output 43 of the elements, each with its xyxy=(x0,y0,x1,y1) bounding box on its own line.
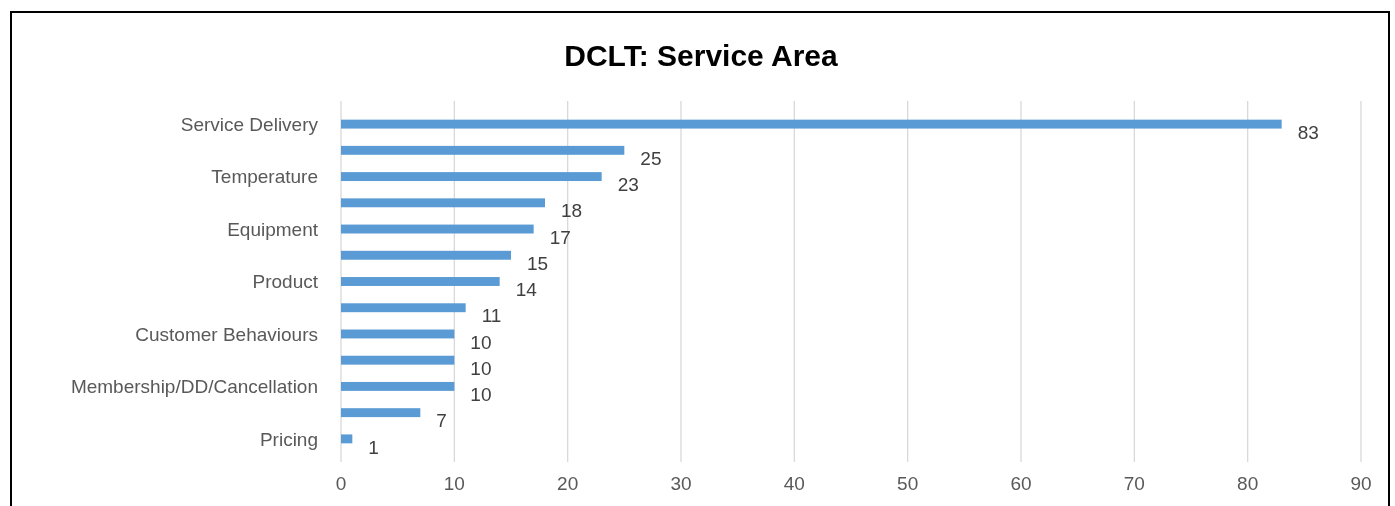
y-tick-label: Temperature xyxy=(211,166,318,188)
bar xyxy=(341,381,455,391)
data-label: 10 xyxy=(470,357,492,379)
bar xyxy=(341,250,511,260)
x-tick-label: 50 xyxy=(897,473,919,494)
x-tick-label: 70 xyxy=(1123,473,1145,494)
chart-title: DCLT: Service Area xyxy=(564,39,839,72)
x-tick-label: 60 xyxy=(1010,473,1032,494)
y-tick-label: Membership/DD/Cancellation xyxy=(70,376,318,398)
data-label: 17 xyxy=(549,226,571,248)
bar xyxy=(341,145,625,155)
data-label: 18 xyxy=(561,200,583,222)
data-label: 10 xyxy=(470,384,492,406)
y-tick-label: Equipment xyxy=(227,218,319,240)
x-tick-label: 0 xyxy=(335,473,347,494)
bar xyxy=(341,303,466,313)
bar xyxy=(341,198,545,208)
y-tick-label: Customer Behaviours xyxy=(135,323,318,345)
data-label: 14 xyxy=(515,279,538,301)
data-label: 10 xyxy=(470,331,492,353)
data-label: 11 xyxy=(481,305,502,327)
y-tick-label: Service Delivery xyxy=(180,113,319,135)
bar xyxy=(341,119,1282,129)
y-tick-label: Product xyxy=(252,271,319,293)
data-label: 1 xyxy=(368,436,379,458)
data-label: 15 xyxy=(527,252,549,274)
bar xyxy=(341,408,421,418)
x-tick-label: 40 xyxy=(783,473,805,494)
x-tick-label: 30 xyxy=(670,473,692,494)
bar xyxy=(341,172,602,182)
x-tick-label: 90 xyxy=(1350,473,1372,494)
x-tick-label: 20 xyxy=(557,473,579,494)
bar xyxy=(341,434,353,444)
bar xyxy=(341,355,455,365)
data-label: 25 xyxy=(640,148,662,169)
bar xyxy=(341,224,534,234)
y-tick-label: Pricing xyxy=(259,428,318,450)
data-label: 23 xyxy=(617,174,639,196)
data-label: 7 xyxy=(436,410,447,432)
bar xyxy=(341,277,500,286)
x-tick-label: 10 xyxy=(443,473,465,494)
data-label: 83 xyxy=(1297,121,1319,143)
x-tick-label: 80 xyxy=(1237,473,1259,494)
